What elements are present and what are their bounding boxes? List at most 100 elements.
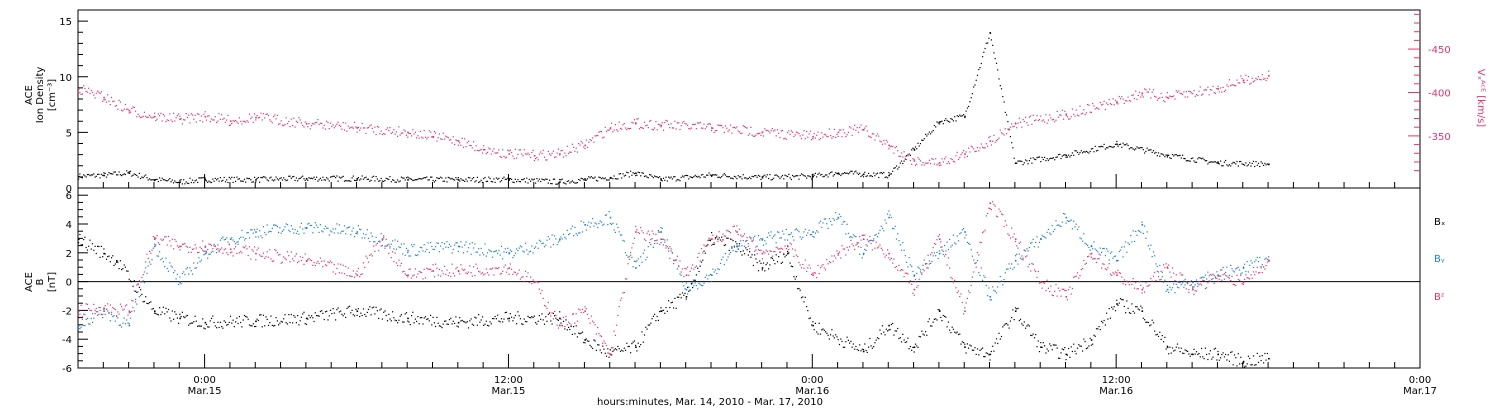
ion-density-series-point (471, 180, 472, 181)
velocity-series-point (688, 128, 689, 129)
ion-density-series-point (388, 179, 389, 180)
velocity-series-point (839, 129, 840, 130)
bx-series-point (1049, 343, 1050, 344)
bx-series-point (231, 323, 232, 324)
bz-series-point (139, 280, 140, 281)
ion-density-series-point (697, 177, 698, 178)
bx-series-point (1090, 338, 1091, 339)
bx-series-point (324, 319, 325, 320)
velocity-series-point (916, 164, 917, 165)
bz-series-point (553, 318, 554, 319)
by-series-point (1054, 229, 1055, 230)
velocity-series-point (831, 138, 832, 139)
velocity-series-point (695, 124, 696, 125)
bz-series-point (212, 248, 213, 249)
velocity-series-point (250, 118, 251, 119)
bz-series-point (488, 274, 489, 275)
velocity-series-point (657, 129, 658, 130)
by-series-point (941, 250, 942, 251)
by-series-point (690, 289, 691, 290)
ion-density-series-point (633, 172, 634, 173)
bz-series-point (527, 272, 528, 273)
bz-series-point (227, 254, 228, 255)
bz-series-point (1262, 272, 1263, 273)
ion-density-series-point (230, 178, 231, 179)
ion-density-series-point (389, 176, 390, 177)
by-series-point (910, 264, 911, 265)
velocity-series-point (1152, 92, 1153, 93)
velocity-series-point (448, 137, 449, 138)
velocity-series-point (193, 119, 194, 120)
bx-series-point (931, 325, 932, 326)
bx-series-point (182, 312, 183, 313)
by-series-point (1105, 255, 1106, 256)
by-series-point (664, 239, 665, 240)
ion-density-series-point (592, 177, 593, 178)
velocity-series-point (1157, 100, 1158, 101)
bx-series-point (93, 250, 94, 251)
bx-series-point (491, 323, 492, 324)
velocity-series-point (402, 132, 403, 133)
bx-series-point (376, 307, 377, 308)
bz-series-point (506, 272, 507, 273)
velocity-series-point (308, 123, 309, 124)
velocity-series-point (1060, 115, 1061, 116)
bz-series-anchor (711, 238, 713, 240)
bx-series-point (715, 237, 716, 238)
velocity-series-point (1110, 103, 1111, 104)
velocity-series-point (787, 132, 788, 133)
ion-density-series-point (1187, 160, 1188, 161)
by-series-point (1210, 281, 1211, 282)
bz-series-point (1211, 275, 1212, 276)
bx-series-point (274, 325, 275, 326)
velocity-series-point (554, 157, 555, 158)
ion-density-series-point (172, 180, 173, 181)
velocity-series-point (401, 133, 402, 134)
bz-series-point (138, 284, 139, 285)
ion-density-series-point (900, 163, 901, 164)
velocity-series-point (772, 128, 773, 129)
by-series-point (374, 241, 375, 242)
bz-series-point (1177, 281, 1178, 282)
bx-series-point (974, 347, 975, 348)
velocity-series-point (781, 130, 782, 131)
velocity-series-point (914, 159, 915, 160)
by-series-point (630, 252, 631, 253)
ion-density-series-point (222, 180, 223, 181)
bz-series-point (435, 264, 436, 265)
ion-density-series-point (1081, 150, 1082, 151)
bz-series-point (472, 276, 473, 277)
by-series-point (497, 253, 498, 254)
bz-series-point (714, 242, 715, 243)
ion-density-series-point (682, 176, 683, 177)
velocity-series-point (764, 128, 765, 129)
velocity-series-point (858, 132, 859, 133)
bx-series-point (355, 309, 356, 310)
ion-density-series-anchor (154, 179, 156, 181)
bx-series-point (492, 318, 493, 319)
bx-series-point (673, 307, 674, 308)
bx-series-point (1053, 344, 1054, 345)
bx-series-point (507, 318, 508, 319)
ion-density-series-anchor (635, 172, 637, 174)
bz-series-point (116, 315, 117, 316)
velocity-series-point (277, 115, 278, 116)
by-series-point (978, 272, 979, 273)
by-series-point (1019, 253, 1020, 254)
by-series-point (308, 223, 309, 224)
velocity-series-point (966, 151, 967, 152)
velocity-series-point (179, 116, 180, 117)
bx-series-point (446, 324, 447, 325)
bz-series-point (464, 269, 465, 270)
by-series-point (695, 282, 696, 283)
by-series-anchor (1116, 260, 1118, 262)
velocity-series-point (1164, 101, 1165, 102)
bz-series-point (915, 281, 916, 282)
ion-density-series-point (1000, 85, 1001, 86)
by-series-point (843, 221, 844, 222)
by-series-point (816, 230, 817, 231)
velocity-series-anchor (230, 120, 232, 122)
velocity-series-point (1134, 98, 1135, 99)
bx-series-point (1226, 359, 1227, 360)
bx-series-point (1085, 341, 1086, 342)
